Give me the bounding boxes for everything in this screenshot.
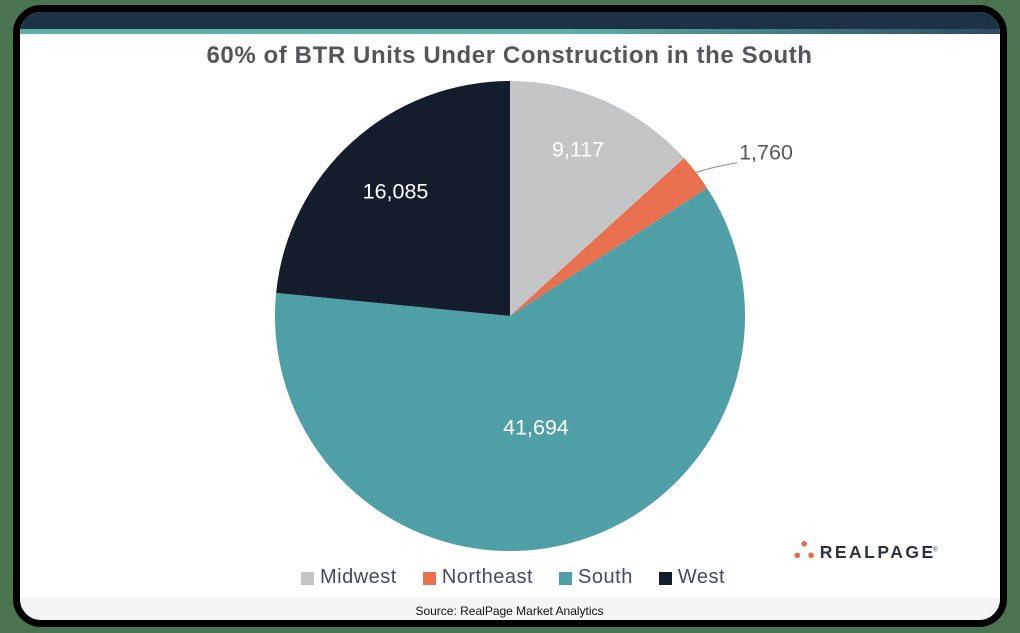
svg-text:®: ® [933,547,938,554]
svg-text:REALPAGE: REALPAGE [819,542,935,562]
